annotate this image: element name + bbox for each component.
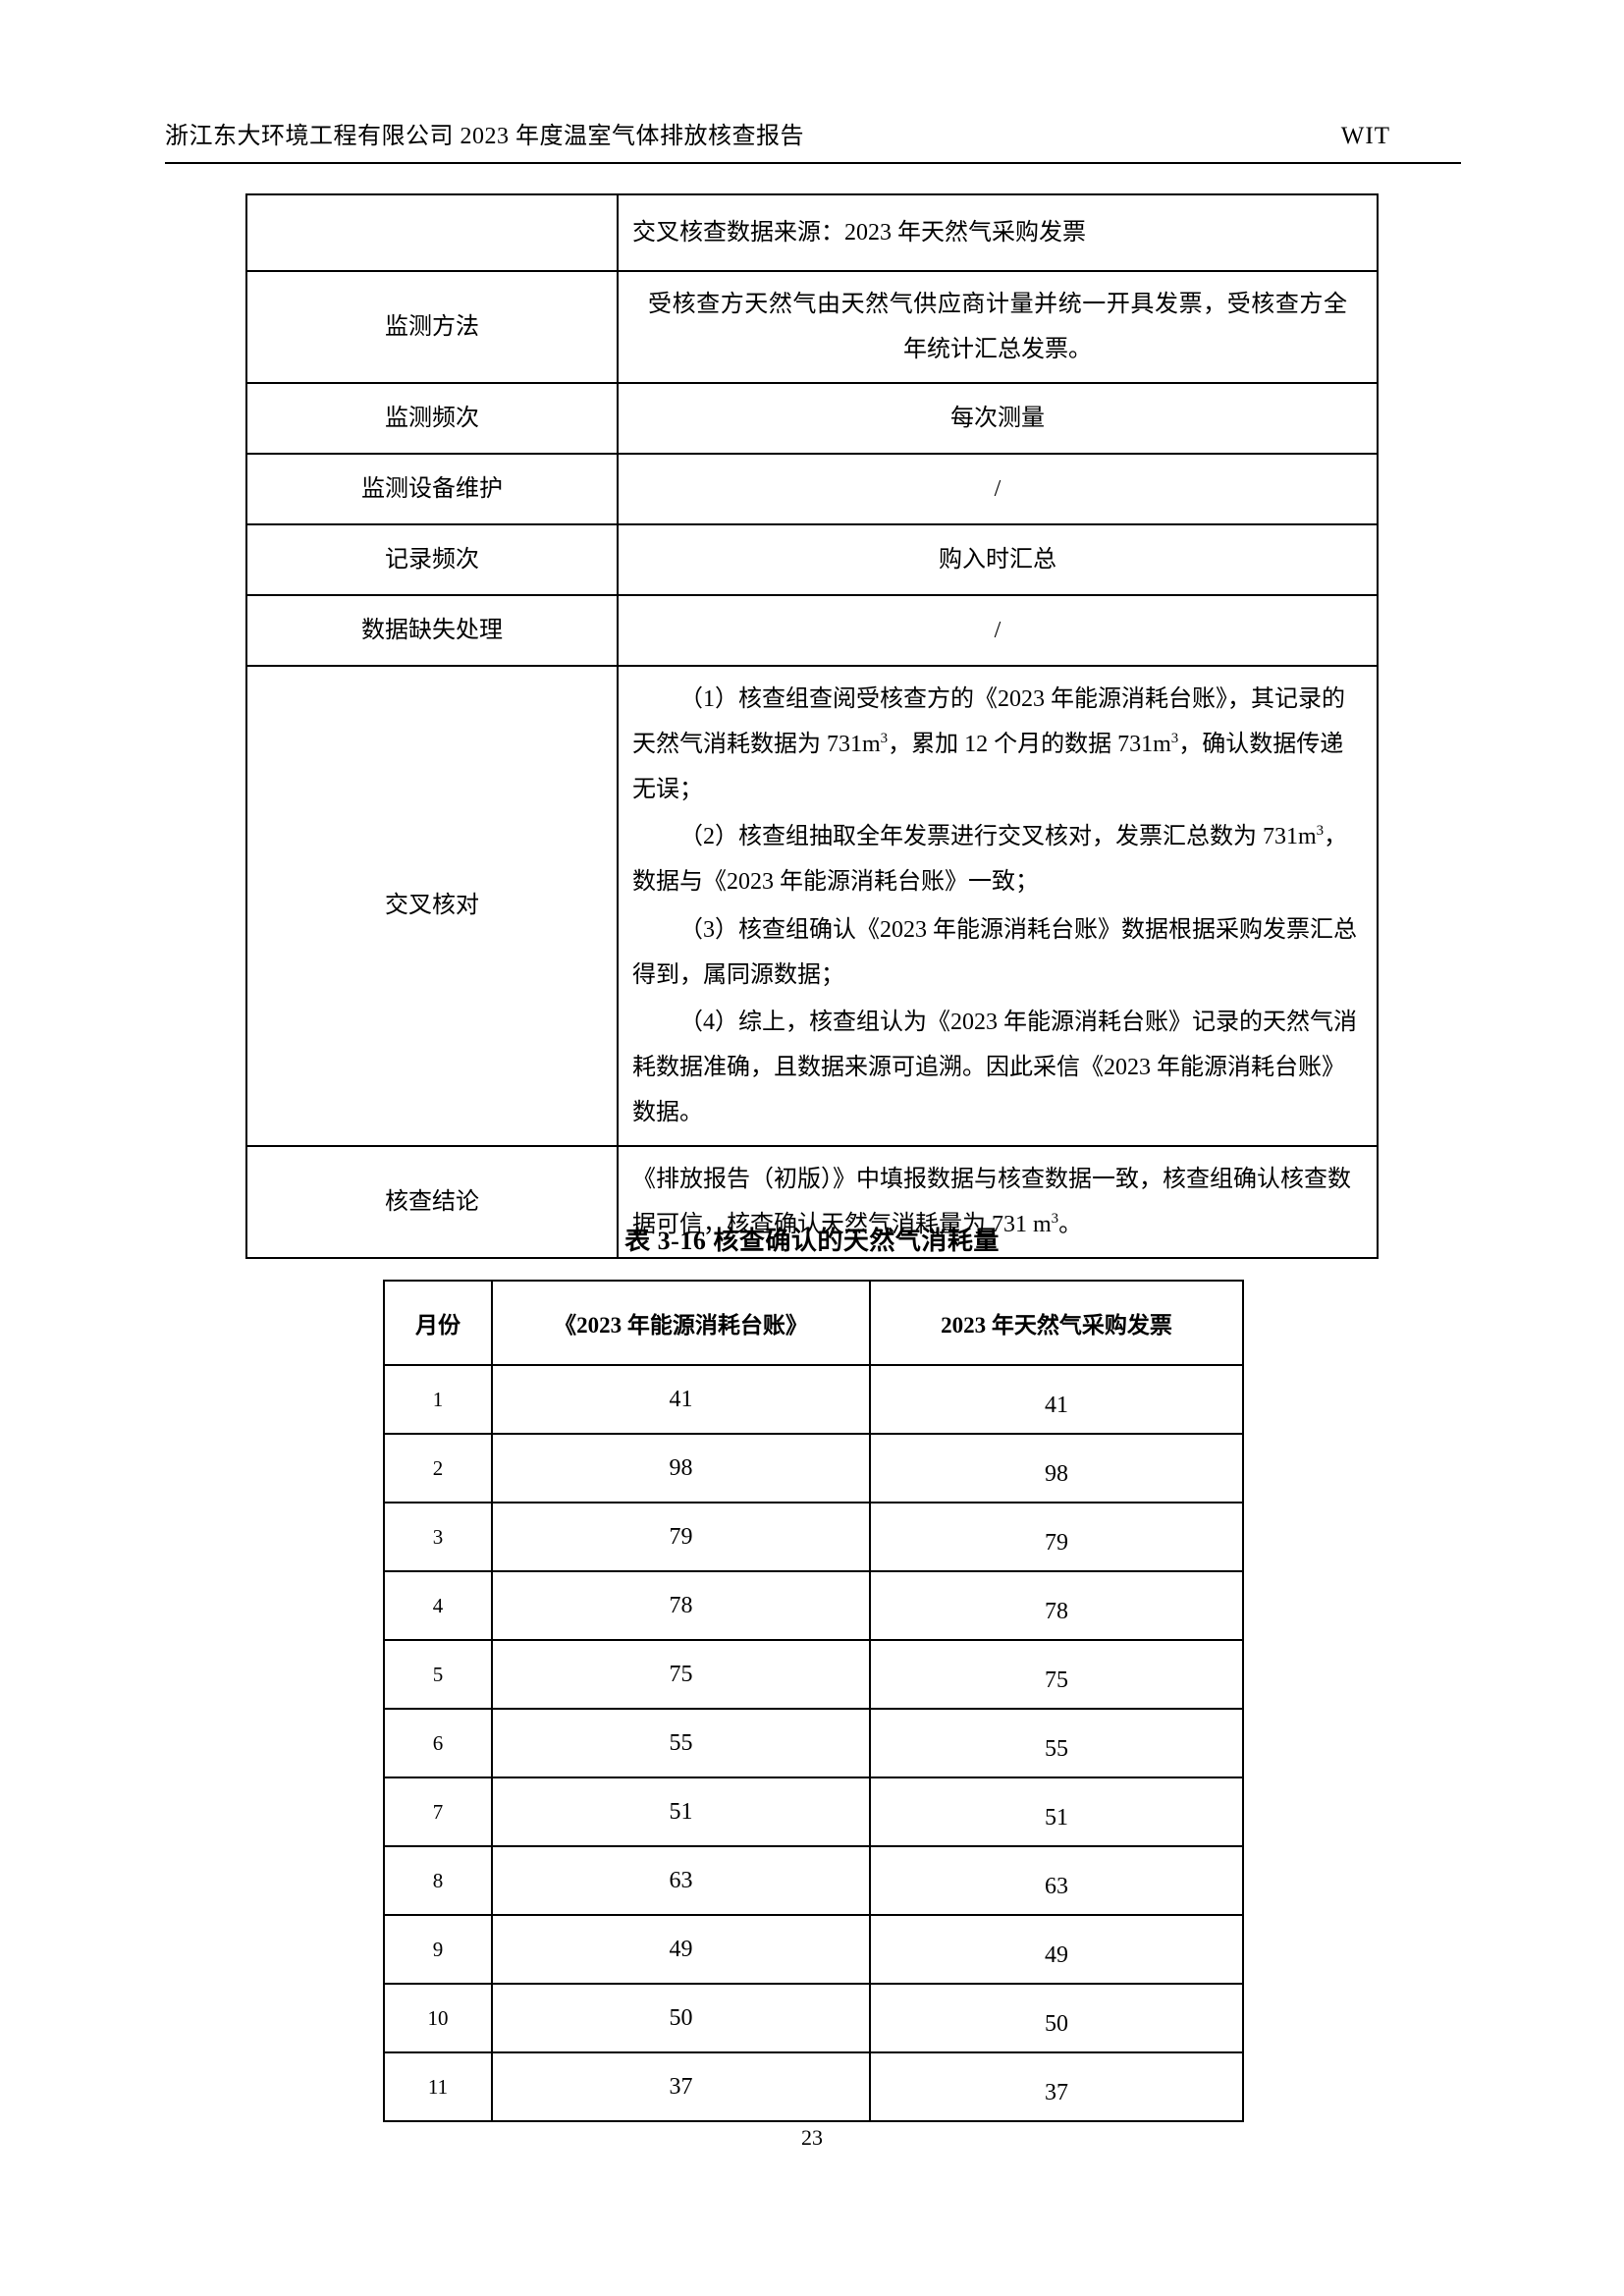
table-row: 数据缺失处理 / (245, 594, 1379, 668)
table-caption: 表 3-16 核查确认的天然气消耗量 (624, 1227, 1000, 1255)
table-row: 监测频次 每次测量 (245, 382, 1379, 456)
row-label (245, 193, 619, 272)
cell-ledger: 55 (491, 1708, 871, 1778)
cell-invoice: 37 (869, 2051, 1244, 2122)
row-value: / (617, 453, 1379, 526)
cell-invoice: 51 (869, 1777, 1244, 1847)
table-row: 2 98 98 (383, 1433, 1244, 1503)
table-row: 1 41 41 (383, 1364, 1244, 1435)
table-row: 9 49 49 (383, 1914, 1244, 1985)
cell-ledger: 37 (491, 2051, 871, 2122)
row-label: 数据缺失处理 (245, 594, 619, 668)
table-row: 交叉核查数据来源：2023 年天然气采购发票 (245, 193, 1379, 272)
monthly-table-body: 1 41 41 2 98 98 3 79 79 4 78 78 5 75 (383, 1364, 1244, 2122)
row-value: 受核查方天然气由天然气供应商计量并统一开具发票，受核查方全年统计汇总发票。 (617, 269, 1379, 385)
table-row: 记录频次 购入时汇总 (245, 523, 1379, 597)
cell-month: 7 (383, 1777, 493, 1847)
crosscheck-paragraph: （3）核查组确认《2023 年能源消耗台账》数据根据采购发票汇总得到，属同源数据… (632, 916, 1357, 988)
table-row: 7 51 51 (383, 1777, 1244, 1847)
row-value: / (617, 594, 1379, 668)
cell-ledger: 41 (491, 1364, 871, 1435)
page-number: 23 (801, 2125, 823, 2150)
row-label: 交叉核对 (245, 665, 619, 1147)
cell-invoice: 49 (869, 1914, 1244, 1985)
row-label: 核查结论 (245, 1144, 619, 1260)
cell-month: 10 (383, 1983, 493, 2053)
row-label: 监测方法 (245, 269, 619, 385)
table-row: 11 37 37 (383, 2051, 1244, 2122)
table-row-conclusion: 核查结论 《排放报告（初版）》中填报数据与核查数据一致，核查组确认核查数据可信，… (245, 1144, 1379, 1260)
cell-invoice: 50 (869, 1983, 1244, 2053)
cell-ledger: 78 (491, 1570, 871, 1641)
column-header-invoice: 2023 年天然气采购发票 (869, 1280, 1244, 1366)
cell-month: 1 (383, 1364, 493, 1435)
table-row: 3 79 79 (383, 1502, 1244, 1572)
crosscheck-paragraph: （2）核查组抽取全年发票进行交叉核对，发票汇总数为 731m3，数据与《2023… (632, 823, 1348, 896)
table-row: 6 55 55 (383, 1708, 1244, 1778)
table-row: 5 75 75 (383, 1639, 1244, 1710)
cell-month: 5 (383, 1639, 493, 1710)
cell-invoice: 98 (869, 1433, 1244, 1503)
cell-ledger: 75 (491, 1639, 871, 1710)
cell-invoice: 78 (869, 1570, 1244, 1641)
header-divider (165, 162, 1461, 164)
monthly-consumption-table: 月份 《2023 年能源消耗台账》 2023 年天然气采购发票 1 41 41 … (383, 1280, 1244, 2122)
cell-invoice: 41 (869, 1364, 1244, 1435)
column-header-ledger: 《2023 年能源消耗台账》 (491, 1280, 871, 1366)
cell-invoice: 63 (869, 1845, 1244, 1916)
cell-month: 3 (383, 1502, 493, 1572)
row-label: 监测设备维护 (245, 453, 619, 526)
table-row: 监测设备维护 / (245, 453, 1379, 526)
cell-ledger: 79 (491, 1502, 871, 1572)
row-value: 购入时汇总 (617, 523, 1379, 597)
table-row: 4 78 78 (383, 1570, 1244, 1641)
table-row-crosscheck: 交叉核对 （1）核查组查阅受核查方的《2023 年能源消耗台账》，其记录的天然气… (245, 665, 1379, 1147)
cell-ledger: 63 (491, 1845, 871, 1916)
header-company-mark: WIT (1340, 123, 1390, 149)
cell-month: 4 (383, 1570, 493, 1641)
cell-invoice: 75 (869, 1639, 1244, 1710)
cell-ledger: 50 (491, 1983, 871, 2053)
table-row: 8 63 63 (383, 1845, 1244, 1916)
cell-invoice: 55 (869, 1708, 1244, 1778)
cell-month: 2 (383, 1433, 493, 1503)
header-title: 浙江东大环境工程有限公司 2023 年度温室气体排放核查报告 (165, 124, 804, 149)
crosscheck-paragraph: （4）综上，核查组认为《2023 年能源消耗台账》记录的天然气消耗数据准确，且数… (632, 1009, 1357, 1125)
table-header-row: 月份 《2023 年能源消耗台账》 2023 年天然气采购发票 (383, 1280, 1244, 1366)
crosscheck-content: （1）核查组查阅受核查方的《2023 年能源消耗台账》，其记录的天然气消耗数据为… (617, 665, 1379, 1147)
cell-ledger: 49 (491, 1914, 871, 1985)
cell-ledger: 51 (491, 1777, 871, 1847)
cell-month: 6 (383, 1708, 493, 1778)
cell-invoice: 79 (869, 1502, 1244, 1572)
table-row: 10 50 50 (383, 1983, 1244, 2053)
monitoring-table: 交叉核查数据来源：2023 年天然气采购发票 监测方法 受核查方天然气由天然气供… (245, 193, 1379, 1260)
cell-month: 11 (383, 2051, 493, 2122)
cell-month: 9 (383, 1914, 493, 1985)
row-label: 记录频次 (245, 523, 619, 597)
cell-month: 8 (383, 1845, 493, 1916)
table-row: 监测方法 受核查方天然气由天然气供应商计量并统一开具发票，受核查方全年统计汇总发… (245, 269, 1379, 385)
cell-ledger: 98 (491, 1433, 871, 1503)
row-value: 每次测量 (617, 382, 1379, 456)
page-header: 浙江东大环境工程有限公司 2023 年度温室气体排放核查报告 WIT (165, 116, 1461, 150)
row-value: 交叉核查数据来源：2023 年天然气采购发票 (617, 193, 1379, 272)
column-header-month: 月份 (383, 1280, 493, 1366)
conclusion-value: 《排放报告（初版）》中填报数据与核查数据一致，核查组确认核查数据可信，核查确认天… (617, 1144, 1379, 1260)
row-label: 监测频次 (245, 382, 619, 456)
crosscheck-paragraph: （1）核查组查阅受核查方的《2023 年能源消耗台账》，其记录的天然气消耗数据为… (632, 686, 1345, 803)
